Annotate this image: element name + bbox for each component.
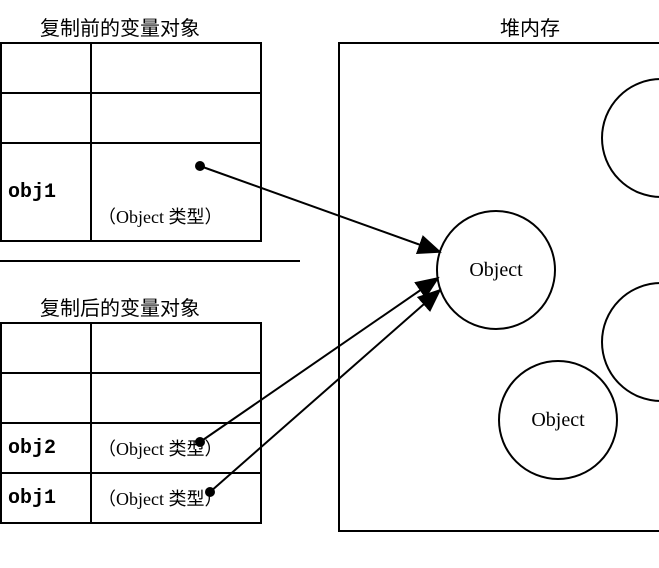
title-after: 复制后的变量对象 (40, 292, 200, 321)
table-row (1, 43, 261, 93)
table-row: obj1 （Object 类型） (1, 473, 261, 523)
table-row (1, 373, 261, 423)
title-heap: 堆内存 (500, 12, 560, 41)
value-cell (91, 93, 261, 143)
value-cell (91, 323, 261, 373)
value-cell (91, 373, 261, 423)
table-row (1, 93, 261, 143)
table-row (1, 323, 261, 373)
diagram-root: 复制前的变量对象 复制后的变量对象 堆内存 obj1 （Object 类型） (0, 0, 659, 568)
title-before: 复制前的变量对象 (40, 12, 200, 41)
value-cell: （Object 类型） (91, 192, 261, 241)
name-cell: obj1 (1, 143, 91, 241)
table-before: obj1 （Object 类型） (0, 42, 262, 242)
heap-object-main: Object (436, 210, 556, 330)
heap-object-label: Object (469, 259, 522, 282)
heap-object-label: Object (531, 409, 584, 432)
name-cell (1, 93, 91, 143)
value-cell (91, 143, 261, 192)
value-cell (91, 43, 261, 93)
name-cell (1, 373, 91, 423)
table-row: obj1 (1, 143, 261, 192)
name-cell: obj2 (1, 423, 91, 473)
table-row: obj2 （Object 类型） (1, 423, 261, 473)
value-cell: （Object 类型） (91, 423, 261, 473)
name-cell (1, 323, 91, 373)
table-after: obj2 （Object 类型） obj1 （Object 类型） (0, 322, 262, 524)
name-cell: obj1 (1, 473, 91, 523)
value-cell: （Object 类型） (91, 473, 261, 523)
name-cell (1, 43, 91, 93)
section-divider (0, 260, 300, 262)
heap-object-2: Object (498, 360, 618, 480)
